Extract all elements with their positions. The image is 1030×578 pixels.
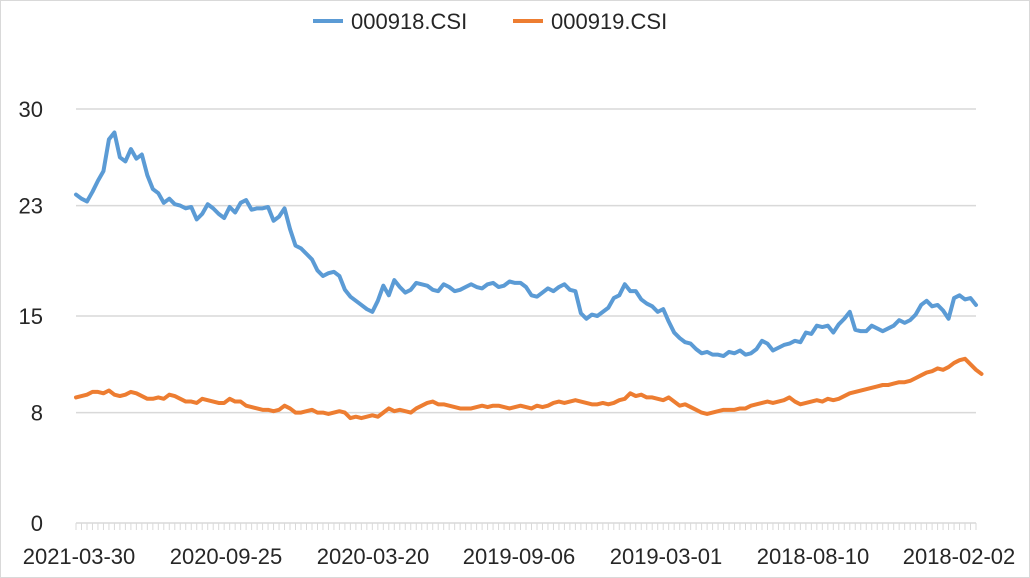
y-tick-label: 0 xyxy=(31,511,43,536)
y-axis: 0 8 15 23 30 xyxy=(19,97,43,536)
y-tick-label: 15 xyxy=(19,304,43,329)
x-tick-label: 2020-03-20 xyxy=(317,544,430,569)
x-tick-label: 2020-09-25 xyxy=(170,544,283,569)
legend-label: 000918.CSI xyxy=(351,9,467,34)
series-line-000919.CSI xyxy=(74,356,984,421)
x-axis: 2021-03-30 2020-09-25 2020-03-20 2019-09-06… xyxy=(23,522,1016,569)
x-tick-label: 2019-03-01 xyxy=(610,544,723,569)
x-tick-label: 2018-08-10 xyxy=(757,544,870,569)
legend-label: 000919.CSI xyxy=(551,9,667,34)
y-tick-label: 8 xyxy=(31,401,43,426)
x-tick-label: 2018-02-02 xyxy=(903,544,1016,569)
legend: 000918.CSI 000919.CSI xyxy=(313,9,667,34)
x-tick-label: 2021-03-30 xyxy=(23,544,136,569)
y-tick-label: 23 xyxy=(19,194,43,219)
series-line-000918.CSI xyxy=(74,130,978,359)
series-layer xyxy=(74,130,984,421)
x-tick-label: 2019-09-06 xyxy=(463,544,576,569)
gridlines xyxy=(76,108,976,414)
y-tick-label: 30 xyxy=(19,97,43,122)
